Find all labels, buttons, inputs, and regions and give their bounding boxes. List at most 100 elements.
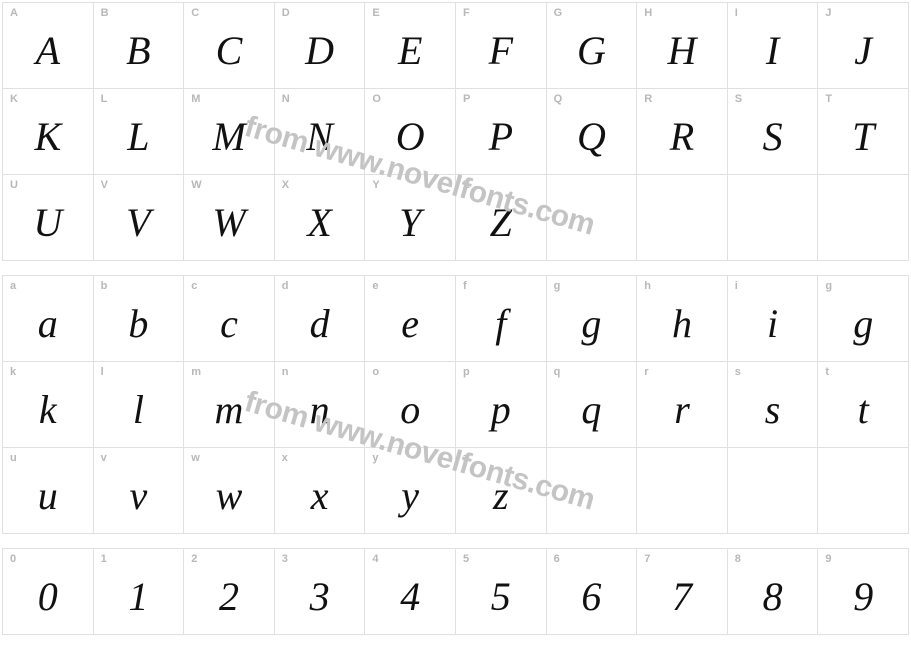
cell-glyph: f [456,304,546,344]
glyph-cell: qq [547,362,638,448]
cell-glyph: V [94,203,184,243]
cell-label: 1 [101,553,107,565]
glyph-cell: 88 [728,549,819,635]
glyph-cell: XX [275,175,366,261]
cell-glyph: Q [547,117,637,157]
cell-label: V [101,179,108,191]
glyph-cell-empty [637,175,728,261]
cell-glyph: c [184,304,274,344]
cell-glyph: m [184,390,274,430]
cell-glyph: 7 [637,577,727,617]
glyph-cell: YY [365,175,456,261]
cell-glyph: W [184,203,274,243]
cell-glyph: B [94,31,184,71]
cell-glyph: y [365,476,455,516]
glyph-cell-empty [818,175,909,261]
glyph-cell: oo [365,362,456,448]
cell-glyph: x [275,476,365,516]
cell-glyph: d [275,304,365,344]
cell-glyph: b [94,304,184,344]
glyph-cell: gg [818,276,909,362]
cell-glyph: t [818,390,908,430]
glyph-cell: II [728,3,819,89]
cell-label: T [825,93,832,105]
cell-glyph: K [3,117,93,157]
glyph-cell: cc [184,276,275,362]
cell-glyph: N [275,117,365,157]
cell-label: 8 [735,553,741,565]
cell-label: A [10,7,18,19]
glyph-cell: gg [547,276,638,362]
glyph-cell: GG [547,3,638,89]
font-character-map: AABBCCDDEEFFGGHHIIJJKKLLMMNNOOPPQQRRSSTT… [0,0,911,637]
cell-glyph: 4 [365,577,455,617]
cell-glyph: q [547,390,637,430]
cell-label: n [282,366,289,378]
cell-label: r [644,366,648,378]
cell-label: J [825,7,831,19]
cell-label: k [10,366,16,378]
cell-label: I [735,7,738,19]
cell-glyph: 3 [275,577,365,617]
glyph-cell: xx [275,448,366,534]
cell-label: S [735,93,742,105]
glyph-cell-empty [728,175,819,261]
glyph-cell: FF [456,3,547,89]
cell-glyph: O [365,117,455,157]
glyph-cell: VV [94,175,185,261]
glyph-cell: SS [728,89,819,175]
cell-label: Y [372,179,379,191]
glyph-cell: CC [184,3,275,89]
glyph-cell-empty [728,448,819,534]
cell-label: g [825,280,832,292]
cell-label: Z [463,179,470,191]
cell-glyph: M [184,117,274,157]
cell-glyph: r [637,390,727,430]
glyph-cell: HH [637,3,728,89]
glyph-cell-empty [818,448,909,534]
glyph-cell: ee [365,276,456,362]
glyph-cell: UU [3,175,94,261]
cell-label: R [644,93,652,105]
cell-glyph: L [94,117,184,157]
glyph-cell: MM [184,89,275,175]
cell-label: 6 [554,553,560,565]
glyph-cell: kk [3,362,94,448]
glyph-cell-empty [637,448,728,534]
cell-label: E [372,7,379,19]
cell-label: G [554,7,563,19]
cell-glyph: G [547,31,637,71]
glyph-cell-empty [547,448,638,534]
glyph-cell: 00 [3,549,94,635]
cell-glyph: D [275,31,365,71]
cell-label: c [191,280,197,292]
cell-label: h [644,280,651,292]
cell-glyph: R [637,117,727,157]
glyph-cell: rr [637,362,728,448]
glyph-cell: 55 [456,549,547,635]
glyph-cell: ll [94,362,185,448]
cell-label: v [101,452,107,464]
cell-label: y [372,452,378,464]
glyph-cell: WW [184,175,275,261]
cell-label: e [372,280,378,292]
glyph-cell: QQ [547,89,638,175]
cell-label: N [282,93,290,105]
glyph-cell: ww [184,448,275,534]
glyph-cell: uu [3,448,94,534]
cell-label: X [282,179,289,191]
cell-label: p [463,366,470,378]
cell-glyph: J [818,31,908,71]
cell-label: b [101,280,108,292]
cell-glyph: i [728,304,818,344]
cell-glyph: E [365,31,455,71]
cell-label: H [644,7,652,19]
cell-label: Q [554,93,563,105]
cell-glyph: p [456,390,546,430]
cell-label: 2 [191,553,197,565]
cell-glyph: u [3,476,93,516]
section-lowercase: aabbccddeeffgghhiiggkkllmmnnooppqqrrsstt… [2,275,909,534]
cell-label: 7 [644,553,650,565]
glyph-cell: TT [818,89,909,175]
glyph-cell: nn [275,362,366,448]
